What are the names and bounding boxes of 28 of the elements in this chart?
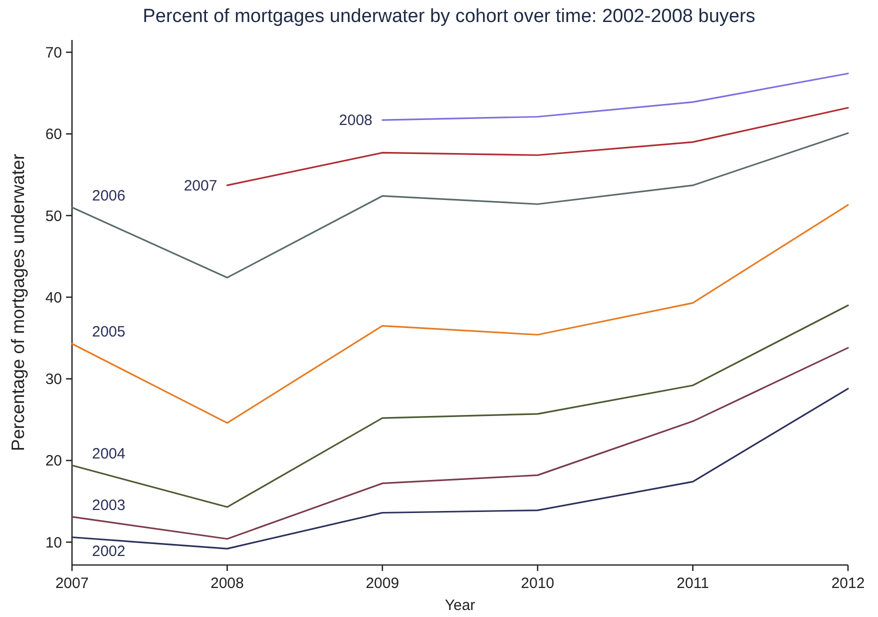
y-tick-label: 40 — [45, 289, 62, 306]
x-tick-label: 2007 — [55, 575, 89, 592]
series-label: 2004 — [92, 445, 126, 462]
chart-title: Percent of mortgages underwater by cohort over time: 2002-2008 buyers — [142, 6, 756, 27]
series-label: 2007 — [184, 177, 218, 194]
series-label: 2003 — [92, 496, 126, 514]
line-series — [71, 204, 849, 424]
x-tick-label: 2011 — [676, 575, 709, 592]
x-tick-label: 2012 — [831, 575, 865, 592]
y-tick-label: 50 — [45, 208, 62, 225]
y-tick-label: 30 — [45, 371, 62, 388]
series-label: 2002 — [92, 543, 126, 560]
x-tick-label: 2009 — [366, 575, 400, 592]
line-series — [71, 347, 849, 540]
line-series — [382, 72, 849, 121]
line-series — [226, 106, 849, 186]
y-tick-label: 70 — [45, 44, 62, 62]
x-tick-label: 2008 — [210, 575, 244, 592]
series-label: 2008 — [339, 112, 372, 130]
series-label: 2005 — [92, 324, 126, 341]
x-axis-title: Year — [444, 597, 476, 614]
x-tick-label: 2010 — [520, 575, 554, 592]
series-label: 2006 — [92, 187, 126, 204]
y-axis-title: Percentage of mortgages underwater — [8, 154, 28, 452]
y-tick-label: 60 — [45, 126, 62, 144]
line-series — [71, 132, 849, 278]
y-tick-label: 20 — [45, 452, 62, 470]
y-tick-label: 10 — [45, 534, 62, 552]
